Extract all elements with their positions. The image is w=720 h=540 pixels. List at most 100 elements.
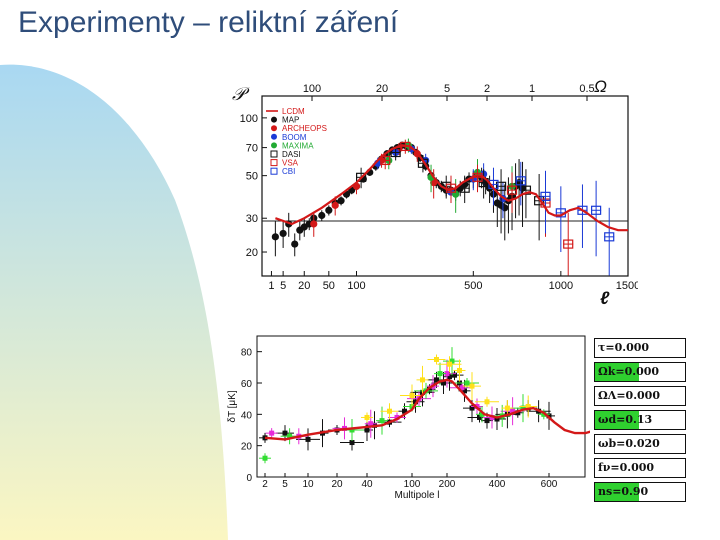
data-point bbox=[282, 430, 288, 436]
parameter-panel: τ=0.000 Ωk=0.000 ΩΛ=0.000 ωd=0.13 ωb=0.020 fν… bbox=[594, 338, 690, 506]
point-map bbox=[279, 229, 287, 238]
data-point bbox=[484, 399, 490, 405]
legend-label: CBI bbox=[282, 167, 295, 176]
plot-frame bbox=[261, 95, 629, 277]
slide-title: Experimenty – reliktní záření bbox=[18, 6, 399, 39]
x-tick-label: 1000 bbox=[549, 280, 573, 292]
data-point bbox=[494, 416, 500, 422]
parameter-highlight bbox=[595, 411, 639, 429]
legend-swatch bbox=[271, 133, 277, 140]
data-point bbox=[510, 408, 516, 414]
data-point bbox=[457, 367, 462, 373]
y-axis-label: 𝒫 bbox=[232, 84, 250, 104]
legend-swatch bbox=[271, 125, 277, 132]
point-map bbox=[271, 233, 279, 241]
data-point bbox=[349, 440, 355, 446]
data-point bbox=[469, 383, 475, 389]
y-axis-label: δT [μK] bbox=[227, 390, 238, 422]
point-map bbox=[501, 204, 509, 212]
x-tick-label: 50 bbox=[323, 280, 335, 292]
data-point bbox=[287, 433, 293, 439]
x-tick-label: 100 bbox=[404, 479, 421, 490]
x-tick-label: 200 bbox=[439, 479, 456, 490]
top-tick-label: 100 bbox=[303, 83, 321, 95]
data-point bbox=[520, 405, 526, 411]
x-tick-label: 20 bbox=[331, 479, 343, 490]
data-point bbox=[387, 408, 392, 414]
legend-label: ARCHEOPS bbox=[282, 124, 327, 133]
point-map bbox=[291, 240, 299, 248]
decorative-gradient-wave bbox=[0, 64, 228, 540]
parameter-label: ωb=0.020 bbox=[598, 437, 660, 450]
legend-swatch bbox=[270, 159, 278, 167]
data-point bbox=[489, 414, 495, 420]
parameter-label: ns=0.90 bbox=[598, 485, 649, 498]
data-point bbox=[515, 410, 521, 416]
y-tick-label: 40 bbox=[241, 410, 253, 421]
top-tick-label: 1 bbox=[529, 83, 535, 95]
x-tick-label: 400 bbox=[489, 479, 506, 490]
x-tick-label: 10 bbox=[302, 479, 314, 490]
x-tick-label: 100 bbox=[347, 280, 365, 292]
data-point bbox=[462, 388, 467, 394]
data-point bbox=[420, 377, 425, 383]
data-point bbox=[504, 405, 510, 411]
point-map bbox=[325, 206, 333, 214]
data-point bbox=[434, 357, 439, 362]
x-tick-label: 2 bbox=[262, 479, 268, 490]
y-tick-label: 50 bbox=[246, 171, 258, 183]
parameter-highlight bbox=[595, 483, 639, 501]
parameter-box: τ=0.000 bbox=[594, 338, 686, 358]
x-axis-label: ℓ bbox=[600, 288, 610, 308]
data-points bbox=[271, 138, 615, 276]
y-tick-label: 80 bbox=[241, 348, 253, 359]
y-tick-label: 70 bbox=[246, 143, 258, 155]
point-map bbox=[318, 211, 326, 220]
x-tick-label: 1 bbox=[268, 280, 274, 292]
top-axis-label: Ω bbox=[594, 78, 607, 96]
data-point bbox=[305, 436, 311, 442]
x-tick-label: 500 bbox=[464, 280, 482, 292]
parameter-box: ωb=0.020 bbox=[594, 434, 686, 454]
point-archeops bbox=[310, 220, 318, 228]
parameter-label: ωd=0.13 bbox=[598, 413, 653, 426]
data-point bbox=[409, 393, 415, 399]
data-point bbox=[413, 399, 418, 405]
data-point bbox=[469, 405, 475, 411]
y-tick-label: 60 bbox=[241, 379, 253, 390]
data-point bbox=[477, 414, 482, 420]
y-tick-label: 0 bbox=[246, 473, 252, 484]
parameter-box: ns=0.90 bbox=[594, 482, 686, 502]
model-curve bbox=[275, 144, 628, 232]
parameter-label: Ωk=0.000 bbox=[598, 365, 660, 378]
data-point bbox=[364, 427, 370, 433]
x-axis-label: Multipole l bbox=[394, 490, 439, 501]
model-curve bbox=[264, 378, 590, 441]
data-point bbox=[402, 408, 407, 414]
data-point bbox=[484, 418, 490, 424]
data-point bbox=[262, 455, 268, 461]
legend-label: DASI bbox=[282, 150, 301, 159]
y-tick-label: 30 bbox=[246, 213, 258, 225]
data-point bbox=[449, 358, 455, 364]
top-tick-label: 5 bbox=[444, 83, 450, 95]
top-tick-label: 0.5 bbox=[579, 83, 594, 95]
legend-swatch bbox=[271, 142, 277, 149]
x-tick-label: 5 bbox=[280, 280, 286, 292]
data-point bbox=[479, 411, 485, 417]
y-tick-label: 100 bbox=[240, 113, 258, 125]
cmb-multipole-chart: 02040608025102040100200400600800Multipol… bbox=[227, 335, 590, 501]
parameter-highlight bbox=[595, 363, 639, 381]
legend-swatch bbox=[270, 150, 278, 158]
data-point bbox=[459, 385, 465, 391]
data-point bbox=[441, 380, 446, 386]
data-point bbox=[444, 371, 450, 377]
legend-label: MAP bbox=[282, 116, 299, 125]
top-tick-label: 20 bbox=[376, 83, 388, 95]
point-archeops bbox=[331, 201, 339, 209]
x-tick-label: 20 bbox=[298, 280, 310, 292]
data-point bbox=[434, 377, 439, 383]
x-tick-label: 600 bbox=[541, 479, 558, 490]
